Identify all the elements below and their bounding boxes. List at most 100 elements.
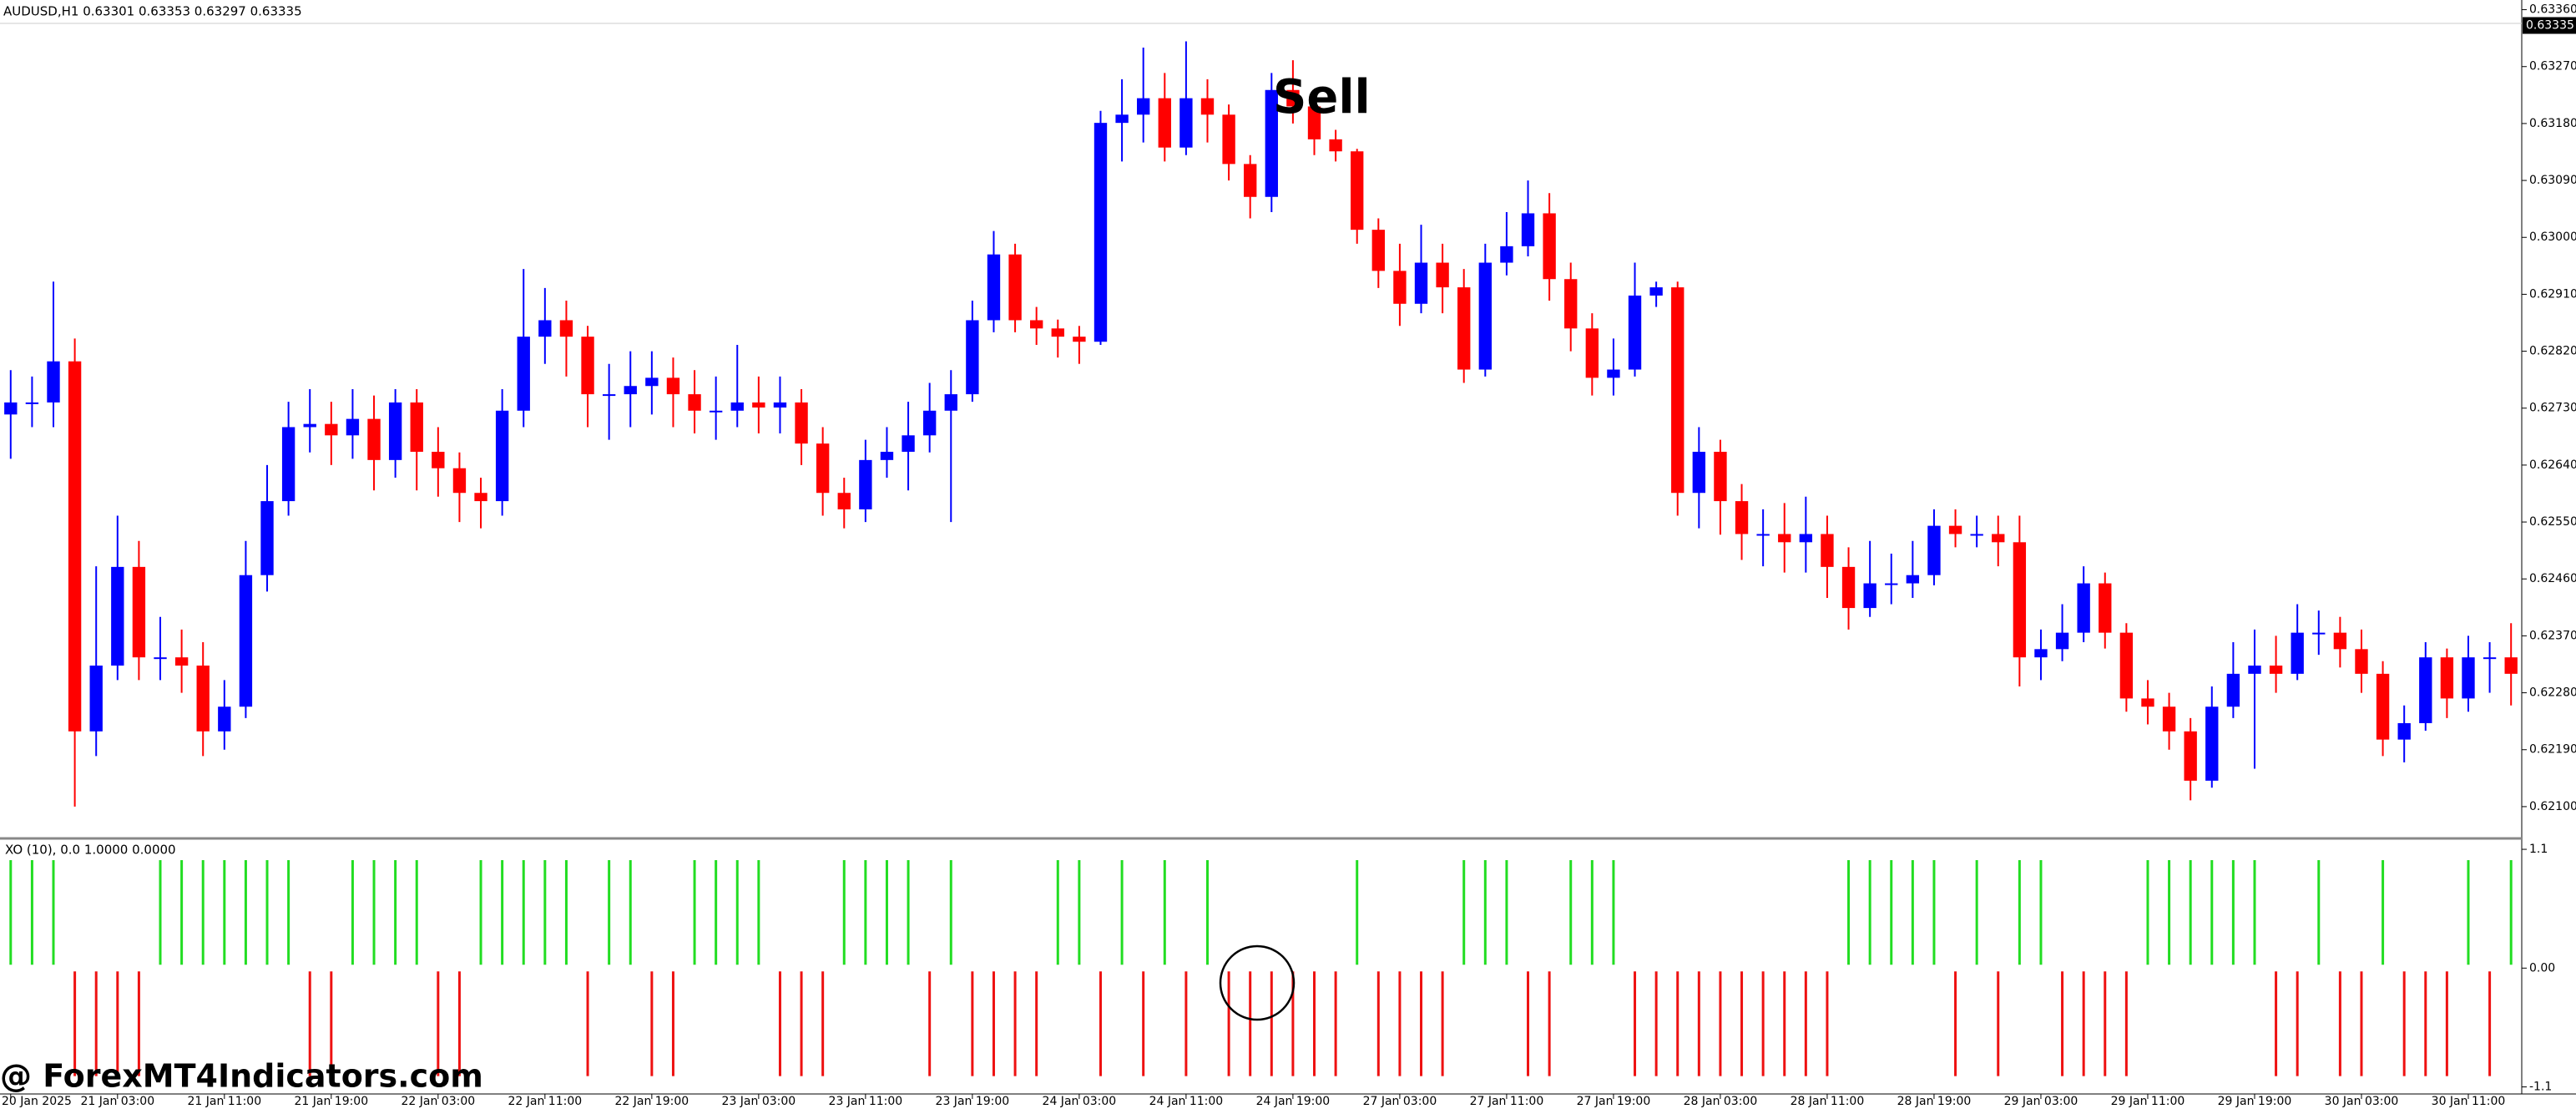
candle-body bbox=[154, 657, 167, 660]
candle-body bbox=[517, 337, 530, 411]
last-price-box bbox=[2523, 17, 2576, 34]
candle-body bbox=[325, 423, 338, 436]
candle-body bbox=[495, 410, 509, 502]
candle-body bbox=[1371, 230, 1385, 271]
last-price-label: 0.63335 bbox=[2526, 19, 2574, 33]
x-tick-label: 30 Jan 03:00 bbox=[2325, 1095, 2399, 1108]
candle-body bbox=[1500, 246, 1513, 263]
x-tick-label: 24 Jan 03:00 bbox=[1043, 1095, 1117, 1108]
candle-body bbox=[2226, 673, 2240, 707]
candle-body bbox=[816, 443, 830, 494]
candle-body bbox=[1478, 262, 1492, 370]
y-tick-label: 0.63180 bbox=[2529, 117, 2576, 130]
candle-body bbox=[966, 320, 979, 395]
candle-body bbox=[2483, 657, 2497, 660]
candle-body bbox=[1649, 287, 1663, 296]
indicator-header: XO (10), 0.0 1.0000 0.0000 bbox=[5, 843, 176, 858]
candle-body bbox=[346, 418, 360, 436]
highlight-circle bbox=[1219, 944, 1296, 1021]
candle-body bbox=[730, 402, 744, 411]
candle-body bbox=[89, 666, 103, 732]
y-tick-label: 0.62190 bbox=[2529, 743, 2576, 757]
y-tick-label: 0.00 bbox=[2529, 961, 2555, 975]
y-tick-label: 0.63360 bbox=[2529, 3, 2576, 17]
y-tick-label: 0.62820 bbox=[2529, 345, 2576, 358]
x-tick-label: 23 Jan 03:00 bbox=[722, 1095, 796, 1108]
candle-body bbox=[132, 566, 146, 658]
candle-body bbox=[1436, 262, 1449, 288]
candle-body bbox=[837, 493, 851, 509]
candle-body bbox=[1030, 320, 1043, 329]
x-tick-label: 22 Jan 11:00 bbox=[508, 1095, 583, 1108]
x-tick-label: 29 Jan 11:00 bbox=[2111, 1095, 2185, 1108]
y-tick-label: 0.63000 bbox=[2529, 230, 2576, 244]
candle-body bbox=[2504, 657, 2518, 674]
candle-body bbox=[1414, 262, 1428, 304]
x-tick-label: 29 Jan 03:00 bbox=[2004, 1095, 2078, 1108]
x-tick-label: 21 Jan 11:00 bbox=[187, 1095, 261, 1108]
candle-body bbox=[1521, 213, 1535, 246]
candle-body bbox=[1735, 501, 1749, 534]
candle-body bbox=[1585, 328, 1599, 378]
candle-body bbox=[1821, 534, 1834, 567]
candle-body bbox=[1927, 525, 1941, 575]
candle-body bbox=[581, 337, 594, 395]
candle-body bbox=[1137, 98, 1150, 115]
candle-body bbox=[2312, 632, 2326, 635]
candle-body bbox=[410, 402, 423, 453]
candle-body bbox=[859, 459, 872, 509]
candle-body bbox=[2099, 583, 2112, 633]
y-tick-label: 0.63090 bbox=[2529, 174, 2576, 187]
candle-body bbox=[2141, 698, 2154, 707]
candle-body bbox=[1607, 369, 1620, 378]
x-tick-label: 22 Jan 19:00 bbox=[615, 1095, 689, 1108]
candle-body bbox=[2034, 649, 2048, 658]
candle-body bbox=[1992, 534, 2005, 543]
x-tick-label: 27 Jan 19:00 bbox=[1577, 1095, 1651, 1108]
x-tick-label: 24 Jan 11:00 bbox=[1149, 1095, 1224, 1108]
candle-body bbox=[2184, 731, 2197, 781]
candle-body bbox=[174, 657, 189, 666]
candle-body bbox=[2419, 657, 2432, 723]
x-tick-label: 21 Jan 19:00 bbox=[294, 1095, 368, 1108]
candle-body bbox=[538, 320, 552, 337]
candle-body bbox=[1885, 583, 1898, 585]
candle-body bbox=[2269, 666, 2283, 674]
x-tick-label: 29 Jan 19:00 bbox=[2218, 1095, 2292, 1108]
candle-body bbox=[196, 666, 210, 732]
candle-body bbox=[303, 423, 316, 428]
y-tick-label: 0.62460 bbox=[2529, 572, 2576, 585]
y-tick-label: 0.62910 bbox=[2529, 287, 2576, 301]
y-tick-label: 0.63270 bbox=[2529, 60, 2576, 73]
x-tick-label: 30 Jan 11:00 bbox=[2432, 1095, 2506, 1108]
candle-body bbox=[2355, 649, 2368, 674]
watermark: @ ForexMT4Indicators.com bbox=[0, 1058, 483, 1095]
candle-body bbox=[111, 566, 124, 666]
candle-body bbox=[709, 410, 723, 413]
candle-body bbox=[645, 377, 659, 387]
candle-body bbox=[1841, 566, 1856, 609]
x-tick-label: 20 Jan 2025 bbox=[2, 1095, 72, 1108]
candle-body bbox=[1286, 89, 1300, 107]
candle-body bbox=[260, 501, 274, 575]
candle-body bbox=[1222, 114, 1235, 165]
candle-body bbox=[2055, 632, 2069, 650]
candle-body bbox=[2397, 722, 2411, 740]
candle-body bbox=[239, 575, 253, 707]
x-tick-label: 23 Jan 11:00 bbox=[829, 1095, 903, 1108]
y-tick-label: 0.62730 bbox=[2529, 402, 2576, 415]
candle-body bbox=[1179, 98, 1193, 148]
candle-body bbox=[987, 254, 1001, 321]
candle-body bbox=[2376, 673, 2390, 740]
candle-body bbox=[367, 418, 381, 460]
candle-body bbox=[602, 394, 616, 397]
candle-body bbox=[1094, 123, 1108, 342]
x-tick-label: 23 Jan 19:00 bbox=[936, 1095, 1010, 1108]
candle-body bbox=[1115, 114, 1129, 124]
candle-body bbox=[2013, 542, 2027, 658]
candle-body bbox=[902, 435, 915, 453]
x-tick-label: 24 Jan 19:00 bbox=[1256, 1095, 1331, 1108]
y-tick-label: 0.62280 bbox=[2529, 686, 2576, 700]
x-tick-label: 27 Jan 03:00 bbox=[1363, 1095, 1437, 1108]
